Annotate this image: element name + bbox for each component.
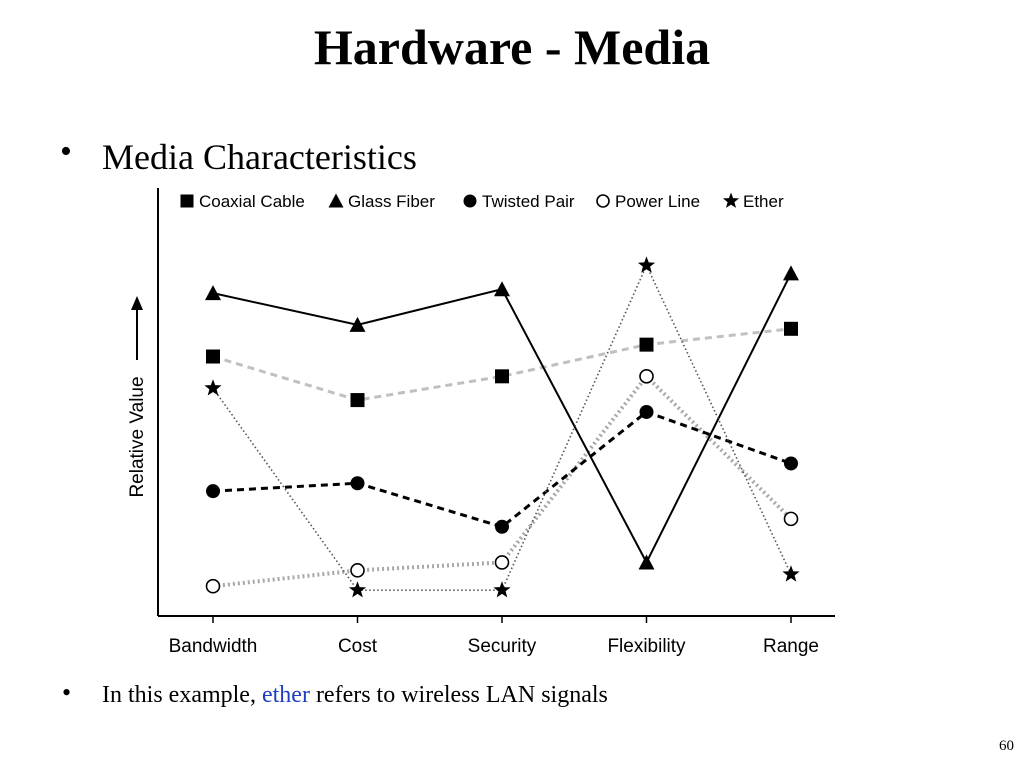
legend-marker-power-line xyxy=(596,194,610,208)
data-point-glass-fiber xyxy=(205,285,221,301)
y-axis-arrow-head xyxy=(131,296,143,310)
y-axis-label: Relative Value xyxy=(127,376,148,497)
data-point-ether xyxy=(204,379,222,396)
data-point-power-line xyxy=(494,555,510,570)
bullet-media-characteristics: Media Characteristics xyxy=(102,137,417,177)
data-point-power-line xyxy=(350,563,365,578)
series-line-twisted-pair xyxy=(212,410,792,529)
data-point-glass-fiber xyxy=(349,316,366,332)
data-point-coaxial-cable xyxy=(784,321,798,336)
data-point-ether xyxy=(493,581,511,598)
chart-legend: Coaxial Cable Glass Fiber Twisted Pair Powe… xyxy=(180,192,784,211)
note-prefix: In this example, xyxy=(102,682,262,708)
data-point-glass-fiber xyxy=(638,554,655,570)
x-tick-label: Range xyxy=(763,636,819,657)
series-line-ether xyxy=(212,263,792,591)
data-point-twisted-pair xyxy=(206,484,220,499)
data-point-twisted-pair xyxy=(350,476,365,491)
legend-label-power-line: Power Line xyxy=(615,192,700,211)
legend-marker-coaxial-cable xyxy=(180,194,194,208)
legend-marker-ether xyxy=(722,192,740,208)
data-point-ether xyxy=(348,581,367,598)
data-point-ether xyxy=(637,256,656,273)
series-line-power-line xyxy=(212,373,793,589)
x-tick-label: Security xyxy=(468,636,537,657)
series-lines xyxy=(212,263,793,591)
legend-marker-twisted-pair xyxy=(463,194,477,208)
data-point-glass-fiber xyxy=(494,281,510,297)
legend-marker-glass-fiber xyxy=(328,193,344,208)
data-point-coaxial-cable xyxy=(495,369,509,384)
x-tick-label: Cost xyxy=(338,636,378,657)
note-suffix: refers to wireless LAN signals xyxy=(309,682,608,708)
data-point-glass-fiber xyxy=(783,265,799,281)
slide-title: Hardware - Media xyxy=(313,19,711,75)
chart-axes: Bandwidth Cost Security Flexibility Range Rel… xyxy=(127,188,835,657)
note-highlight-ether: ether xyxy=(261,682,310,708)
bullet-icon: • xyxy=(60,133,72,170)
series-line-glass-fiber xyxy=(212,272,792,565)
legend-label-ether: Ether xyxy=(743,192,784,211)
data-point-coaxial-cable xyxy=(350,393,365,408)
page-number: 60 xyxy=(999,738,1014,754)
bullet-ether-note: In this example, ether refers to wireles… xyxy=(102,682,608,709)
data-point-ether xyxy=(782,565,800,582)
legend-label-coaxial-cable: Coaxial Cable xyxy=(199,192,305,211)
data-point-twisted-pair xyxy=(495,519,509,534)
series-markers xyxy=(204,256,800,598)
data-point-power-line xyxy=(205,578,221,594)
legend-label-twisted-pair: Twisted Pair xyxy=(482,192,575,211)
data-point-twisted-pair xyxy=(639,404,654,419)
data-point-coaxial-cable xyxy=(206,349,220,364)
x-tick-label: Flexibility xyxy=(607,636,686,657)
data-point-coaxial-cable xyxy=(639,337,654,352)
x-tick-label: Bandwidth xyxy=(169,636,258,657)
series-line-coaxial-cable xyxy=(212,327,792,402)
data-point-power-line xyxy=(783,511,799,527)
data-point-twisted-pair xyxy=(784,456,798,471)
data-point-power-line xyxy=(639,369,654,384)
bullet-icon: • xyxy=(62,678,72,707)
legend-label-glass-fiber: Glass Fiber xyxy=(348,192,435,211)
